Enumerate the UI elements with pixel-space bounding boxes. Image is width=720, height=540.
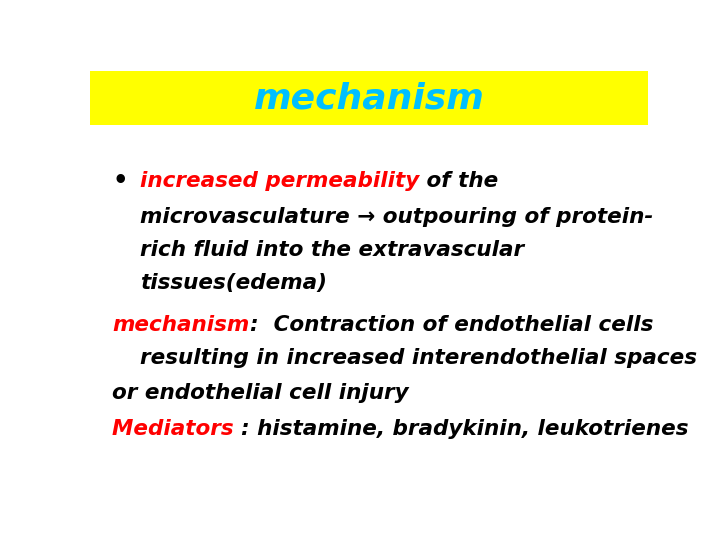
- Text: of the: of the: [420, 171, 499, 191]
- Text: mechanism: mechanism: [112, 315, 250, 335]
- Text: Mediators: Mediators: [112, 418, 241, 438]
- Text: •: •: [112, 169, 128, 193]
- Text: tissues(edema): tissues(edema): [140, 273, 327, 293]
- Text: resulting in increased interendothelial spaces: resulting in increased interendothelial …: [140, 348, 697, 368]
- Text: or endothelial cell injury: or endothelial cell injury: [112, 383, 409, 403]
- Text: microvasculature → outpouring of protein-: microvasculature → outpouring of protein…: [140, 207, 654, 227]
- Text: :  Contraction of endothelial cells: : Contraction of endothelial cells: [250, 315, 653, 335]
- Text: rich fluid into the extravascular: rich fluid into the extravascular: [140, 240, 524, 260]
- Text: mechanism: mechanism: [253, 81, 485, 115]
- FancyBboxPatch shape: [90, 71, 648, 125]
- Text: : histamine, bradykinin, leukotrienes: : histamine, bradykinin, leukotrienes: [241, 418, 689, 438]
- Text: increased permeability: increased permeability: [140, 171, 420, 191]
